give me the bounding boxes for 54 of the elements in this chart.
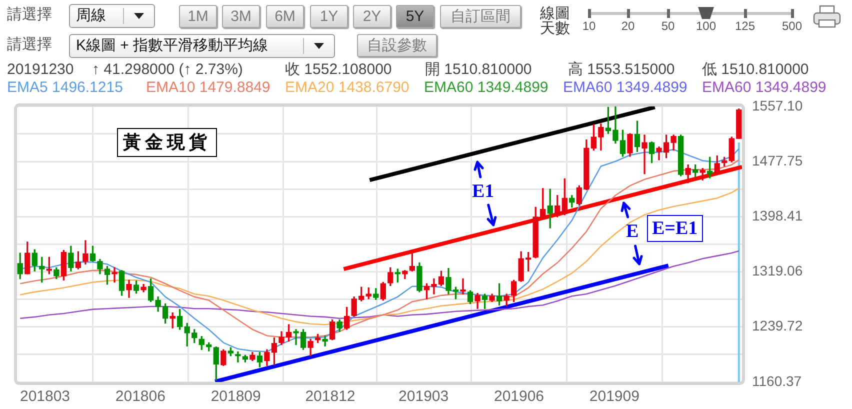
- text: 5Y: [406, 8, 424, 25]
- x-tick-label: 201812: [305, 388, 356, 406]
- text: 20: [621, 19, 635, 33]
- text: 請選擇: [7, 36, 52, 54]
- text: 收 1552.108000: [285, 61, 392, 79]
- text: 1M: [188, 8, 208, 25]
- text: K線圖 + 指數平滑移動平均線: [76, 37, 268, 55]
- text: 20191230: [7, 61, 74, 79]
- text: EMA60 1349.4899: [702, 79, 826, 96]
- text: 1Y: [320, 8, 338, 25]
- y-tick-label: 1319.06: [752, 262, 803, 279]
- annotation: E1: [472, 181, 494, 202]
- candlestick: [112, 267, 118, 283]
- text: 6M: [274, 8, 296, 25]
- candlestick: [170, 312, 176, 328]
- text: EMA10 1479.8849: [146, 79, 270, 96]
- text: EMA20 1438.6790: [285, 79, 410, 96]
- text: 50: [661, 19, 675, 33]
- candlestick: [460, 278, 466, 294]
- text: 線圖天數: [540, 5, 571, 37]
- x-tick-label: 201909: [589, 388, 640, 406]
- x-tick-label: 201809: [210, 388, 261, 406]
- legend-label: EMA60 1349.4899: [424, 79, 548, 96]
- y-tick-label: 1160.37: [752, 372, 802, 389]
- text: 100: [696, 19, 716, 33]
- text: 請選擇: [7, 6, 52, 24]
- text: ↑ 41.298000 (↑ 2.73%): [92, 61, 243, 79]
- annotation: E=E1: [647, 215, 703, 242]
- candlestick: [322, 335, 328, 346]
- text: 500: [782, 19, 802, 33]
- text: EMA5 1496.1215: [7, 79, 123, 96]
- x-tick-label: 201906: [494, 388, 544, 406]
- x-tick-label: 201803: [20, 388, 70, 406]
- text: 黃金現貨: [117, 128, 217, 157]
- text: 自訂區間: [450, 8, 510, 25]
- candlestick: [642, 134, 648, 174]
- text: 開 1510.810000: [425, 61, 532, 79]
- y-tick-label: 1239.72: [752, 318, 803, 334]
- candlestick: [235, 351, 241, 362]
- text: 低 1510.810000: [702, 61, 809, 79]
- y-tick-label: 1477.75: [752, 152, 803, 168]
- text: 自設參數: [367, 37, 427, 54]
- text: 125: [734, 19, 756, 33]
- text: 高 1553.515000: [568, 61, 675, 79]
- y-tick-label: 1557.10: [752, 97, 803, 114]
- x-tick-label: 201806: [115, 388, 166, 406]
- x-tick-label: 201903: [398, 388, 449, 406]
- legend-label: EMA60 1349.4899: [563, 79, 688, 96]
- text: 10: [582, 19, 596, 33]
- text: 3M: [230, 8, 252, 25]
- text: 2Y: [362, 8, 382, 25]
- text: 周線: [76, 7, 106, 25]
- y-tick-label: 1398.41: [752, 208, 803, 224]
- annotation: E: [626, 221, 639, 242]
